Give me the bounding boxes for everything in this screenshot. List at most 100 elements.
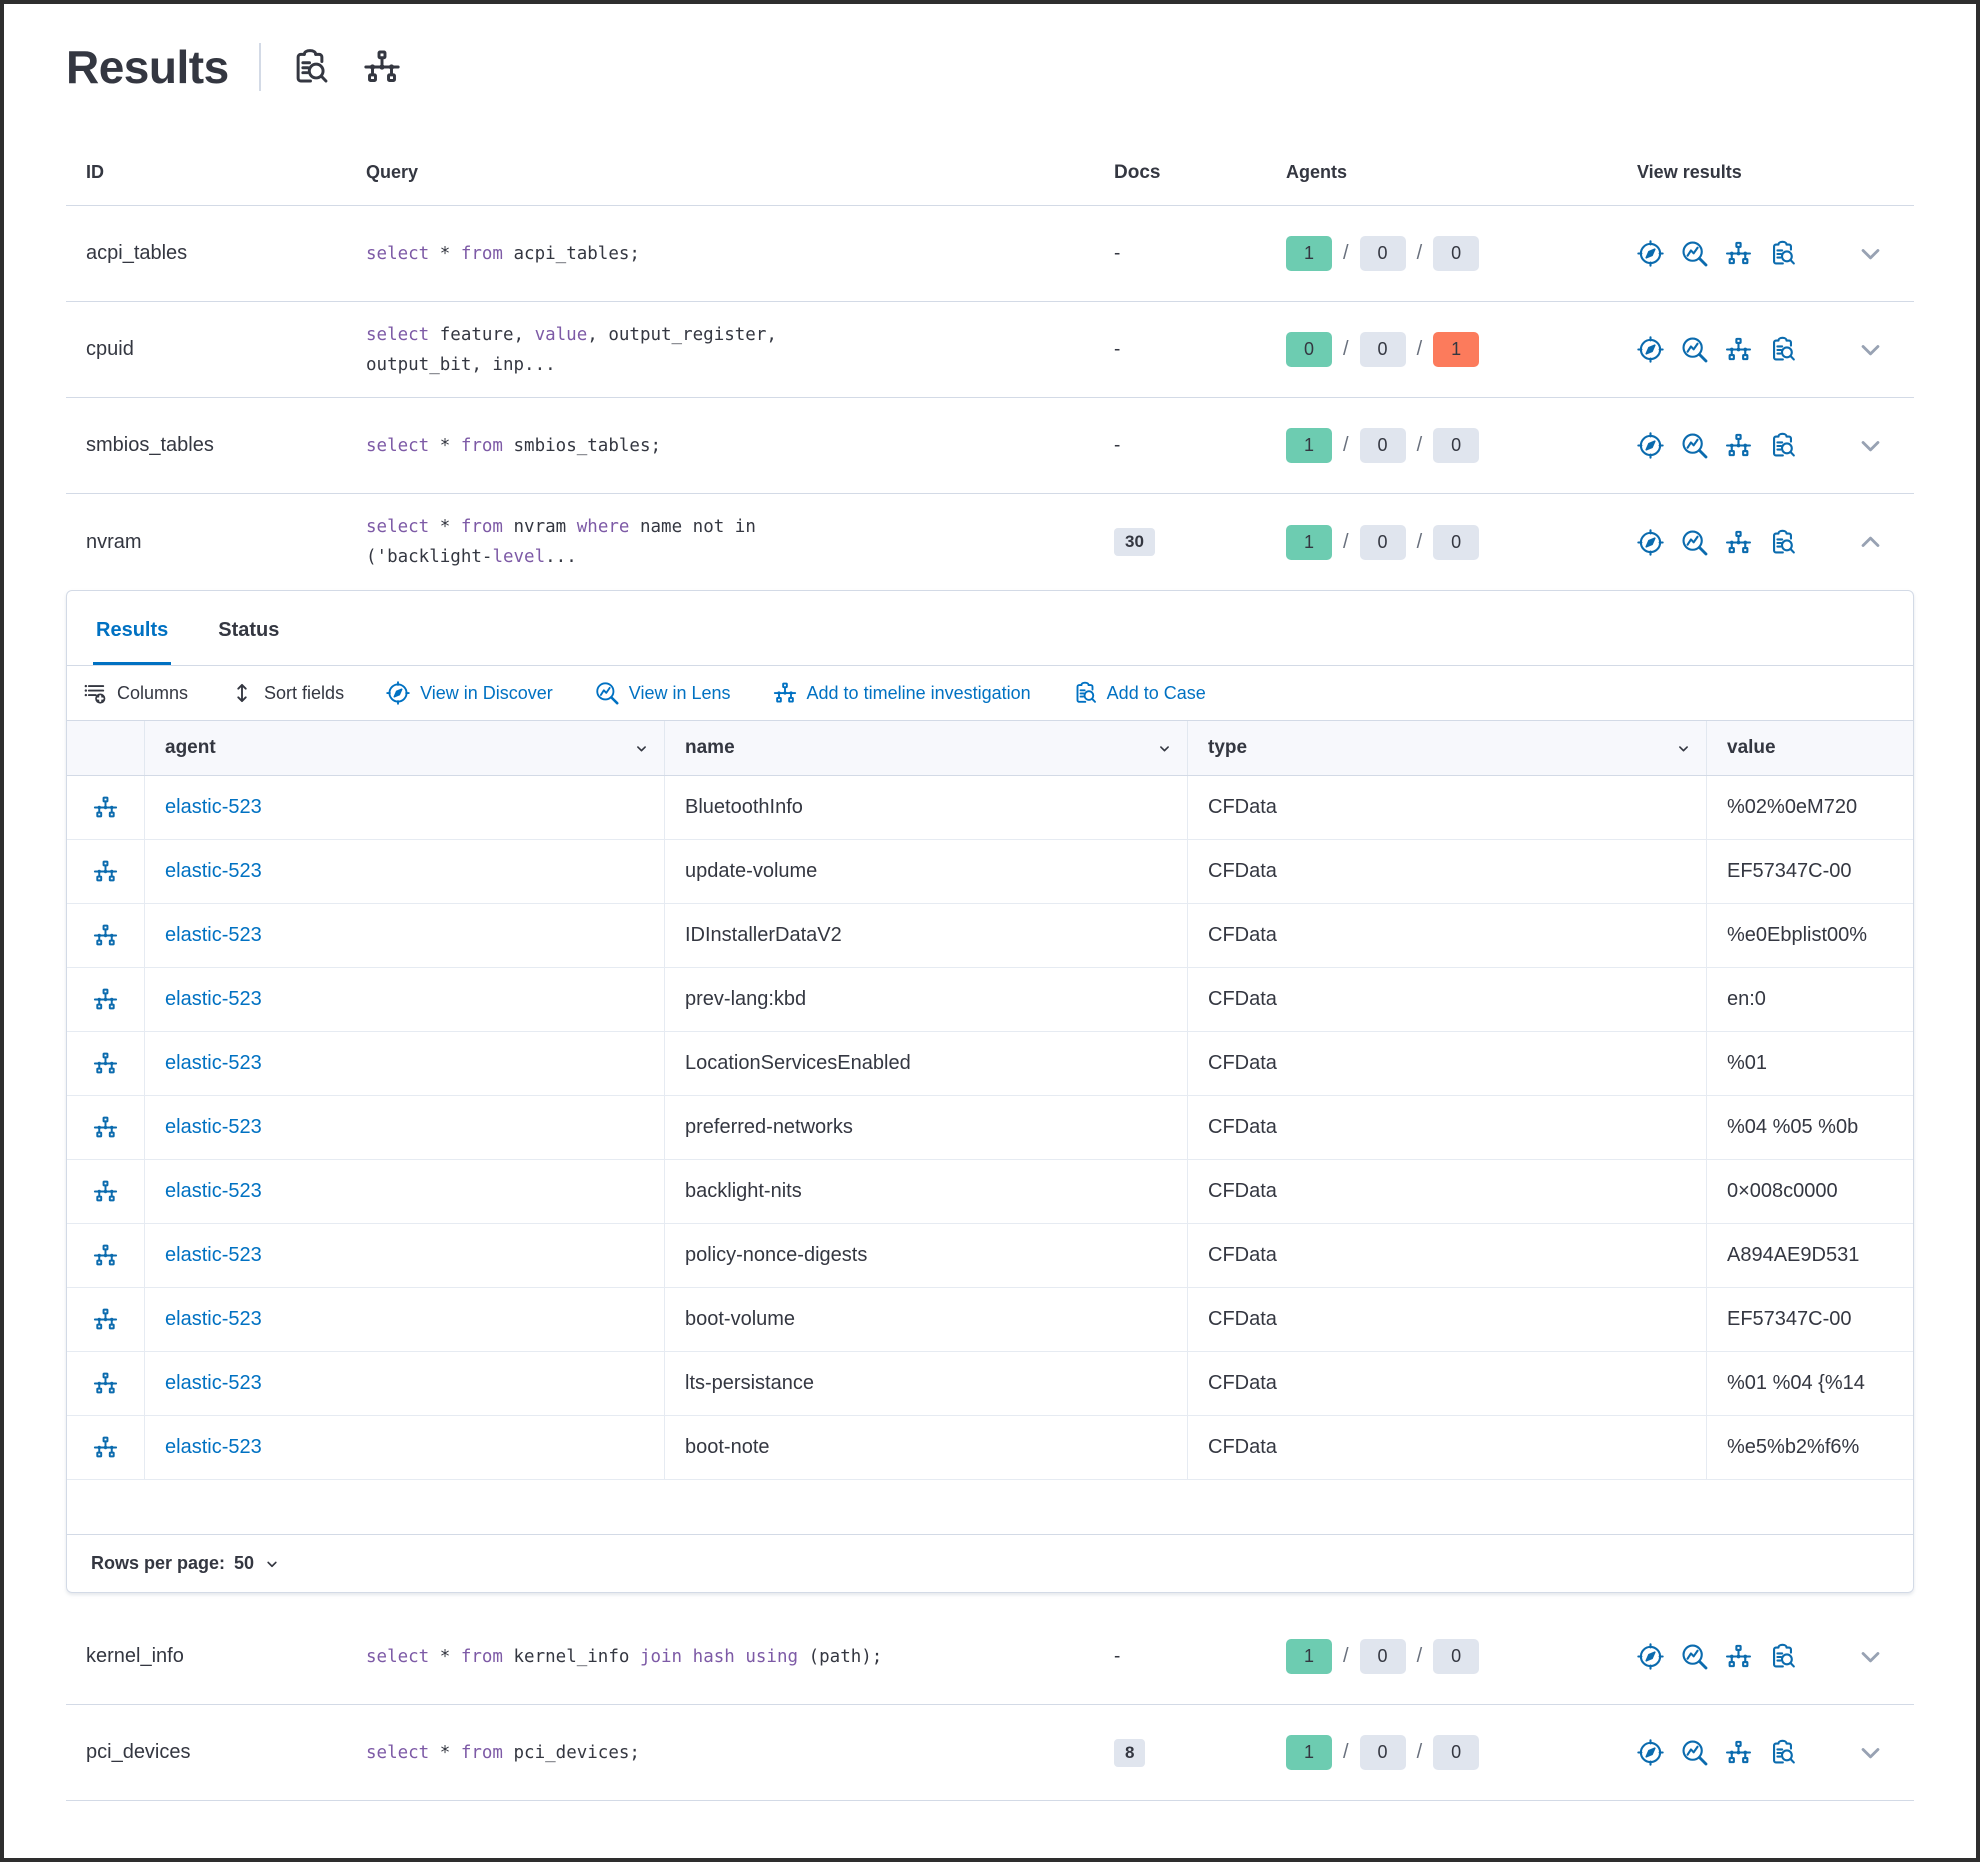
add-to-timeline-icon[interactable] — [93, 795, 118, 820]
view-in-lens-icon[interactable] — [1681, 432, 1708, 459]
inspect-queries-icon[interactable] — [291, 48, 329, 86]
agents-success-badge: 1 — [1286, 1639, 1332, 1674]
view-in-lens-icon[interactable] — [1681, 529, 1708, 556]
expand-results-icon[interactable] — [1813, 432, 1840, 459]
results-grid: agent name type value elastic-523 BluetoothI… — [67, 720, 1913, 1592]
agent-link[interactable]: elastic-523 — [165, 1180, 262, 1202]
chevron-down-icon[interactable] — [1857, 1739, 1884, 1766]
view-in-discover-icon[interactable] — [1637, 432, 1664, 459]
column-header-docs: Docs — [1114, 161, 1161, 183]
add-to-timeline-icon[interactable] — [1725, 1739, 1752, 1766]
grid-column-type[interactable]: type — [1188, 721, 1707, 775]
query-row-smbios_tables: smbios_tables select * from smbios_tables… — [66, 398, 1914, 494]
sql-line: ('backlight-level... — [366, 547, 577, 567]
agents-status: 0 / 0 / 1 — [1286, 332, 1631, 367]
add-to-timeline-icon[interactable] — [93, 1243, 118, 1268]
add-to-case-icon[interactable] — [1769, 336, 1796, 363]
add-to-timeline-icon[interactable] — [1725, 432, 1752, 459]
add-to-timeline-icon[interactable] — [93, 1115, 118, 1140]
add-to-timeline-icon[interactable] — [93, 1435, 118, 1460]
add-to-timeline-icon[interactable] — [93, 1371, 118, 1396]
chevron-down-icon[interactable] — [1857, 240, 1884, 267]
cell-value: 0×008c0000 — [1727, 1180, 1838, 1202]
grid-column-label: name — [685, 737, 735, 758]
toolbar-sort-fields[interactable]: Sort fields — [230, 681, 344, 705]
expand-results-icon[interactable] — [1813, 1643, 1840, 1670]
cell-name: policy-nonce-digests — [665, 1224, 1188, 1287]
agents-failed-badge: 0 — [1433, 1639, 1480, 1674]
row-actions — [67, 904, 145, 967]
grid-column-name[interactable]: name — [665, 721, 1188, 775]
expand-results-icon[interactable] — [1813, 529, 1840, 556]
view-in-discover-icon[interactable] — [1637, 1643, 1664, 1670]
view-in-discover-icon[interactable] — [1637, 240, 1664, 267]
agents-separator: / — [1416, 530, 1423, 553]
row-actions — [67, 1032, 145, 1095]
queries-rows-top: acpi_tables select * from acpi_tables; - 1 /… — [66, 206, 1914, 590]
agent-link[interactable]: elastic-523 — [165, 1436, 262, 1458]
rows-per-page-button[interactable]: Rows per page: 50 — [67, 1534, 1913, 1592]
add-to-timeline-icon[interactable] — [93, 1307, 118, 1332]
agent-link[interactable]: elastic-523 — [165, 1244, 262, 1266]
agent-link[interactable]: elastic-523 — [165, 988, 262, 1010]
add-to-timeline-icon[interactable] — [1725, 336, 1752, 363]
expand-results-icon[interactable] — [1813, 240, 1840, 267]
docs-badge: 8 — [1114, 1738, 1146, 1767]
view-in-lens-icon[interactable] — [1681, 1739, 1708, 1766]
toolbar-add-to-timeline-investigation[interactable]: Add to timeline investigation — [773, 681, 1031, 705]
agent-link[interactable]: elastic-523 — [165, 1052, 262, 1074]
add-to-timeline-icon[interactable] — [93, 1051, 118, 1076]
agents-failed-badge: 0 — [1433, 428, 1480, 463]
cell-value: %04 %05 %0b — [1727, 1116, 1859, 1138]
tab-results[interactable]: Results — [93, 591, 171, 665]
view-in-lens-icon[interactable] — [1681, 1643, 1708, 1670]
chevron-down-icon[interactable] — [1857, 336, 1884, 363]
view-in-discover-icon[interactable] — [1637, 1739, 1664, 1766]
view-in-lens-icon[interactable] — [1681, 336, 1708, 363]
grid-column-value[interactable]: value — [1707, 721, 1913, 775]
column-header-id: ID — [86, 162, 104, 182]
chevron-down-icon[interactable] — [1857, 432, 1884, 459]
add-to-timeline-icon[interactable] — [1725, 240, 1752, 267]
add-to-case-icon[interactable] — [1769, 432, 1796, 459]
agent-link[interactable]: elastic-523 — [165, 1308, 262, 1330]
chevron-down-icon[interactable] — [1857, 1643, 1884, 1670]
agent-link[interactable]: elastic-523 — [165, 796, 262, 818]
view-in-lens-icon[interactable] — [1681, 240, 1708, 267]
add-to-timeline-icon[interactable] — [93, 987, 118, 1012]
timeline-icon[interactable] — [363, 48, 401, 86]
add-to-case-icon[interactable] — [1769, 529, 1796, 556]
chevron-down-icon — [1675, 740, 1692, 757]
agents-failed-badge: 0 — [1433, 236, 1480, 271]
agents-separator: / — [1416, 1645, 1423, 1667]
add-to-case-icon[interactable] — [1769, 1739, 1796, 1766]
toolbar-view-in-lens[interactable]: View in Lens — [595, 681, 731, 705]
chevron-up-icon[interactable] — [1857, 529, 1884, 556]
toolbar-view-in-discover[interactable]: View in Discover — [386, 681, 553, 705]
agent-link[interactable]: elastic-523 — [165, 860, 262, 882]
add-to-timeline-icon[interactable] — [93, 859, 118, 884]
add-to-case-icon[interactable] — [1769, 1643, 1796, 1670]
add-to-timeline-icon[interactable] — [93, 923, 118, 948]
toolbar-add-to-case[interactable]: Add to Case — [1073, 681, 1206, 705]
agent-link[interactable]: elastic-523 — [165, 1372, 262, 1394]
add-to-timeline-icon[interactable] — [1725, 1643, 1752, 1670]
tab-status[interactable]: Status — [218, 619, 280, 641]
add-to-timeline-icon[interactable] — [93, 1179, 118, 1204]
inspect-icon — [1073, 681, 1097, 705]
agents-separator: / — [1343, 338, 1349, 360]
add-to-case-icon[interactable] — [1769, 240, 1796, 267]
add-to-timeline-icon[interactable] — [1725, 529, 1752, 556]
expand-results-icon[interactable] — [1813, 336, 1840, 363]
expand-results-icon[interactable] — [1813, 1739, 1840, 1766]
cell-agent: elastic-523 — [145, 1160, 665, 1223]
cell-type: CFData — [1188, 1160, 1707, 1223]
agent-link[interactable]: elastic-523 — [165, 924, 262, 946]
view-in-discover-icon[interactable] — [1637, 336, 1664, 363]
grid-column-agent[interactable]: agent — [145, 721, 665, 775]
cell-value: EF57347C-00 — [1727, 1308, 1852, 1330]
agent-link[interactable]: elastic-523 — [165, 1116, 262, 1138]
toolbar-columns[interactable]: Columns — [83, 681, 188, 705]
view-in-discover-icon[interactable] — [1637, 528, 1664, 556]
page-title: Results — [66, 41, 229, 93]
